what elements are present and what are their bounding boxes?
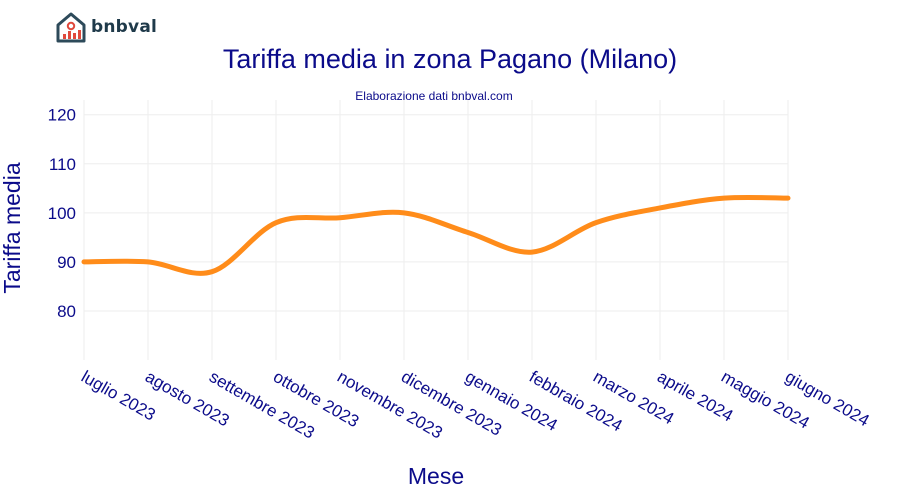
series-line — [81, 194, 791, 276]
grid-lines — [83, 100, 789, 360]
house-chart-icon — [56, 12, 86, 43]
y-tick-label: 110 — [49, 155, 76, 174]
series-lines — [81, 194, 791, 276]
chart-title: Tariffa media in zona Pagano (Milano) — [222, 44, 678, 74]
y-axis-label: Tariffa media — [0, 162, 25, 293]
y-tick-label: 90 — [57, 253, 76, 272]
y-tick-label: 100 — [48, 204, 76, 223]
chart-subtitle: Elaborazione dati bnbval.com — [355, 89, 513, 103]
y-tick-label: 120 — [48, 106, 76, 125]
brand-name: bnbval — [91, 17, 158, 37]
y-tick-label: 80 — [57, 302, 76, 321]
x-axis-label: Mese — [408, 463, 464, 489]
y-axis-ticks: 80 90 100 110 120 — [48, 106, 76, 321]
brand-logo[interactable]: bnbval — [54, 10, 157, 44]
